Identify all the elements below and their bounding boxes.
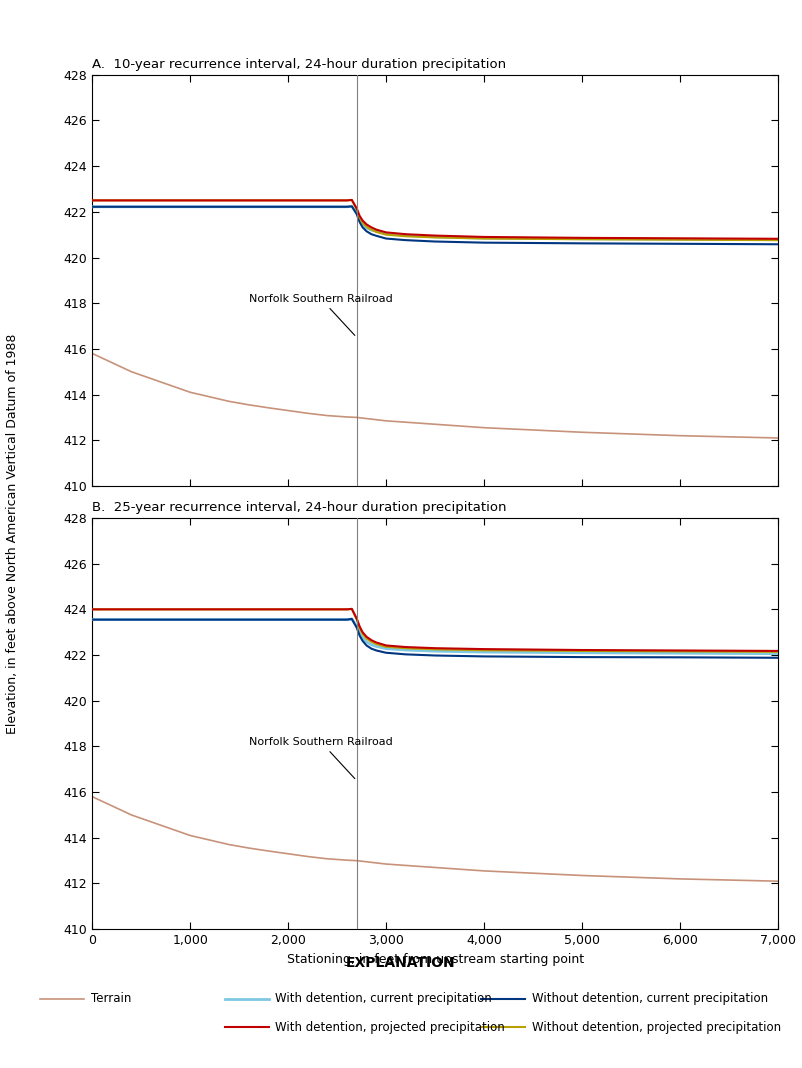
Text: Without detention, current precipitation: Without detention, current precipitation (532, 992, 768, 1005)
Text: Norfolk Southern Railroad: Norfolk Southern Railroad (249, 294, 393, 335)
Text: EXPLANATION: EXPLANATION (346, 956, 456, 971)
Text: Elevation, in feet above North American Vertical Datum of 1988: Elevation, in feet above North American … (6, 334, 18, 734)
Text: Norfolk Southern Railroad: Norfolk Southern Railroad (249, 737, 393, 779)
Text: With detention, current precipitation: With detention, current precipitation (275, 992, 492, 1005)
Text: Terrain: Terrain (91, 992, 131, 1005)
Text: With detention, projected precipitation: With detention, projected precipitation (275, 1021, 504, 1034)
X-axis label: Stationing, in feet from upstream starting point: Stationing, in feet from upstream starti… (286, 953, 584, 965)
Text: A.  10-year recurrence interval, 24-hour duration precipitation: A. 10-year recurrence interval, 24-hour … (92, 58, 506, 70)
Text: Without detention, projected precipitation: Without detention, projected precipitati… (532, 1021, 781, 1034)
Text: B.  25-year recurrence interval, 24-hour duration precipitation: B. 25-year recurrence interval, 24-hour … (92, 501, 507, 514)
